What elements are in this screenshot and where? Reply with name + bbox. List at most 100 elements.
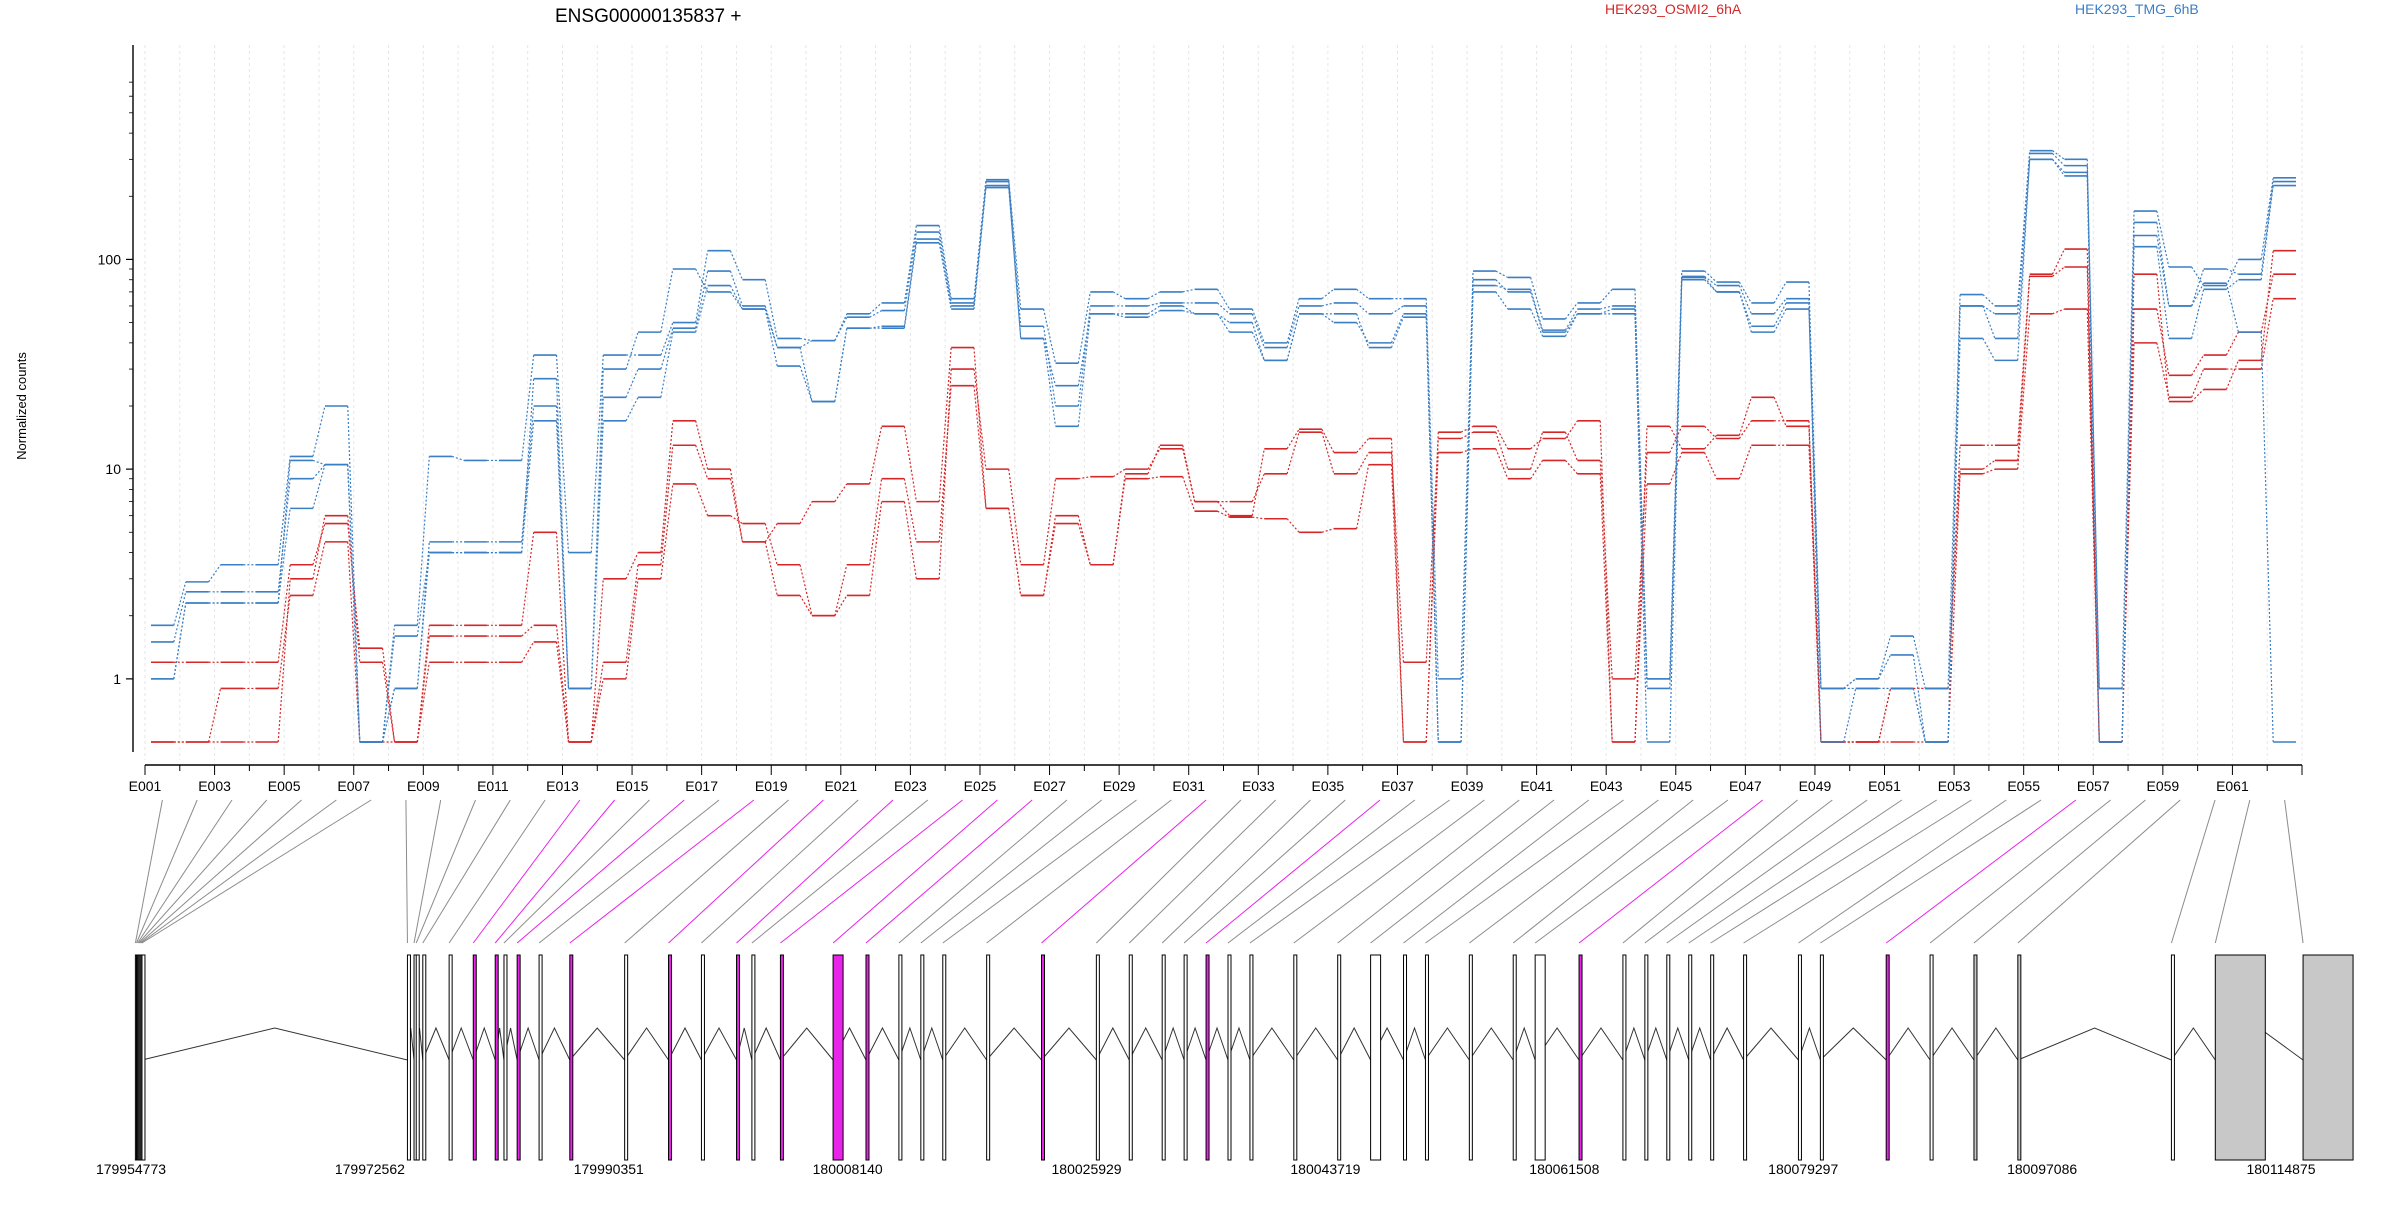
exon-connector <box>1512 799 1694 944</box>
legend-label-osmi2: HEK293_OSMI2_6hA <box>1605 1 1742 17</box>
series-step <box>2191 388 2205 402</box>
series-step <box>2156 274 2170 402</box>
series-step <box>625 368 639 398</box>
exon-connector <box>1973 799 2146 944</box>
series-step <box>1251 331 1265 361</box>
series-step <box>834 564 848 616</box>
x-tick-label: E015 <box>616 778 649 794</box>
exon-box <box>415 954 420 1161</box>
x-tick-label: E005 <box>268 778 301 794</box>
series-step <box>1217 302 1230 315</box>
series-step <box>1808 309 1822 689</box>
exon-connector <box>569 799 755 944</box>
intron-line <box>1688 1026 1712 1061</box>
series-step <box>1182 445 1196 502</box>
series-step <box>1947 473 1961 743</box>
intron-line <box>701 1026 737 1061</box>
x-tick-label: E011 <box>477 778 509 794</box>
series-step <box>938 242 952 310</box>
genome-coordinate-label: 180114875 <box>2246 1161 2315 1177</box>
exon-connector <box>942 799 1137 944</box>
exon-box <box>668 954 673 1161</box>
series-step <box>799 564 813 616</box>
exon-connectors <box>134 799 2304 944</box>
series-step <box>381 688 396 743</box>
series-step <box>312 405 326 457</box>
series-step <box>1321 432 1335 474</box>
exon-connector <box>138 799 268 944</box>
series-step <box>1600 305 1613 310</box>
exon-connector <box>1403 799 1590 944</box>
series-step <box>2121 235 2135 743</box>
genome-coordinate-label: 179990351 <box>574 1161 644 1177</box>
series-step <box>381 662 396 743</box>
exon-connector <box>1885 799 2077 944</box>
exon-box <box>494 954 499 1161</box>
series-step <box>1251 473 1265 502</box>
series-step <box>416 625 430 743</box>
exon-box <box>942 954 947 1161</box>
series-step <box>1982 459 1996 470</box>
x-tick-label: E001 <box>129 778 162 794</box>
y-axis-label: Normalized counts <box>14 352 29 460</box>
series-step <box>1738 420 1752 439</box>
series-step <box>1356 438 1370 453</box>
exon-box <box>832 954 844 1161</box>
series-step <box>799 501 813 524</box>
exon-box <box>1227 954 1232 1161</box>
series-step <box>1077 313 1091 386</box>
exon-box <box>1424 954 1429 1161</box>
y-tick-label: 10 <box>105 461 121 477</box>
series-step <box>1321 288 1335 300</box>
series-step <box>2052 153 2065 167</box>
axes: 1 10 100 <box>98 45 2303 775</box>
series-step <box>625 564 639 663</box>
series-step <box>729 285 743 310</box>
exon-box <box>1293 954 1298 1161</box>
exon-box <box>422 954 427 1161</box>
exon-connector <box>751 799 929 944</box>
x-tick-label: E035 <box>1312 778 1345 794</box>
series-step <box>1530 438 1544 450</box>
series-step <box>1599 288 1613 304</box>
y-tick-label: 1 <box>113 671 121 687</box>
series-step <box>1495 426 1509 450</box>
x-tick-label: E039 <box>1451 778 1484 794</box>
series-step <box>1634 483 1648 743</box>
series-step <box>1704 277 1718 293</box>
series-step <box>2191 282 2205 307</box>
series-step <box>1321 313 1335 324</box>
exon-box <box>1337 954 1342 1161</box>
series-step <box>1425 298 1439 679</box>
exon-connector <box>2214 799 2251 944</box>
exon-box <box>1205 954 1210 1161</box>
exon-box <box>920 954 925 1161</box>
intron-line <box>1249 1027 1295 1061</box>
y-tick-label: 100 <box>98 251 122 267</box>
intron-line <box>1666 1026 1690 1061</box>
exon-connector <box>422 799 511 944</box>
series-step <box>555 625 570 743</box>
series-step <box>2191 368 2205 398</box>
intron-line <box>516 1026 540 1061</box>
series-step <box>1738 397 1752 436</box>
x-tick-label: E037 <box>1381 778 1414 794</box>
x-tick-label: E033 <box>1242 778 1275 794</box>
series-step <box>1077 515 1091 565</box>
x-tick-label: E019 <box>755 778 788 794</box>
series-step <box>1495 432 1509 470</box>
series-step <box>1599 420 1613 743</box>
series-step <box>555 532 570 743</box>
series-step <box>1669 279 1683 743</box>
series-step <box>1042 478 1057 565</box>
exon-box <box>1743 954 1748 1161</box>
series-step <box>869 478 883 565</box>
series-step <box>1704 270 1717 283</box>
exon-box <box>1688 954 1693 1161</box>
exon-connector <box>494 799 616 944</box>
series-step <box>973 185 987 310</box>
series-step <box>2052 158 2065 173</box>
series-step <box>938 369 952 579</box>
series-step <box>903 501 917 579</box>
